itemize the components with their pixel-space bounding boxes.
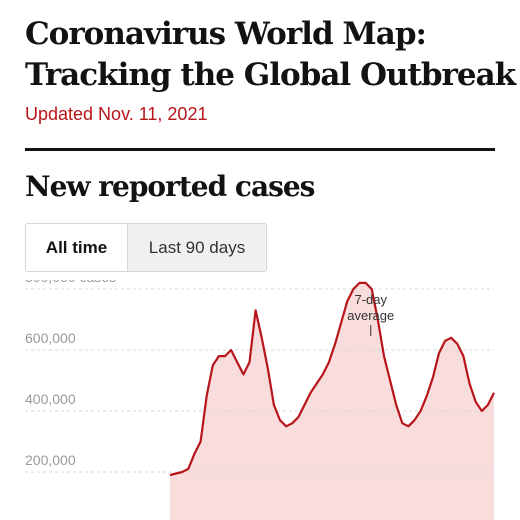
y-tick-label: 200,000	[25, 452, 76, 468]
cases-area	[170, 282, 494, 520]
updated-timestamp: Updated Nov. 11, 2021	[25, 104, 208, 124]
cases-chart: 200,000 400,000 600,000 800,000 cases 7-daya…	[25, 280, 495, 520]
y-tick-label: 800,000 cases	[25, 280, 116, 285]
y-tick-label: 400,000	[25, 391, 76, 407]
y-tick-label: 600,000	[25, 330, 76, 346]
annotation-label-line1: 7-day	[354, 292, 387, 307]
all-time-button[interactable]: All time	[26, 224, 128, 271]
title-line-1: Coronavirus World Map:	[25, 16, 427, 52]
title-line-2: Tracking the Global Outbreak	[25, 57, 516, 93]
seven-day-average-line	[169, 281, 495, 477]
last-90-days-button[interactable]: Last 90 days	[128, 224, 266, 271]
section-title: New reported cases	[25, 170, 315, 203]
annotation-label-line2: average	[347, 308, 394, 323]
time-range-toggle: All time Last 90 days	[25, 223, 267, 272]
page-title: Coronavirus World Map: Tracking the Glob…	[25, 14, 516, 96]
divider-rule	[25, 148, 495, 151]
